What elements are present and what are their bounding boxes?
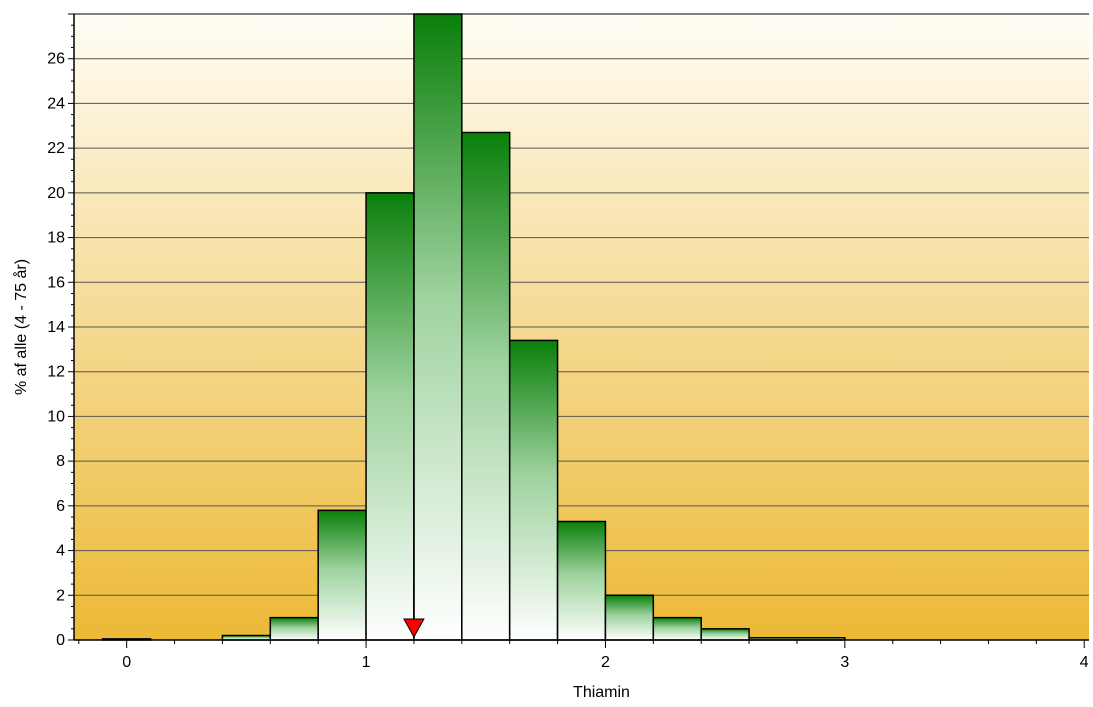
y-tick-label: 22 [47,140,65,157]
x-tick-label: 2 [601,654,610,671]
x-tick-label: 0 [122,654,131,671]
y-tick-label: 12 [47,364,65,381]
y-tick-label: 2 [56,587,65,604]
histogram-bar [365,192,415,641]
y-tick-label: 26 [47,51,65,68]
histogram-bar [461,131,511,641]
histogram-bar [317,509,367,641]
y-tick-label: 16 [47,274,65,291]
y-tick-label: 18 [47,230,65,247]
y-tick-label: 20 [47,185,65,202]
x-tick-label: 1 [362,654,371,671]
y-tick-label: 14 [47,319,65,336]
x-axis-title: Thiamin [573,684,630,701]
histogram-bar [269,616,319,641]
histogram-bar [652,616,702,641]
histogram-bar [413,13,463,641]
y-tick-label: 6 [56,498,65,515]
axes [68,13,1089,648]
mean-marker-triangle [403,618,425,639]
y-tick-label: 0 [56,632,65,649]
marker-layer [403,192,425,639]
histogram-bar [700,628,750,641]
y-tick-label: 10 [47,408,65,425]
histogram-bar [556,520,607,641]
histogram-bar [508,339,559,641]
y-tick-label: 24 [47,95,65,112]
bars [101,13,846,641]
x-tick-label: 3 [840,654,849,671]
y-axis-title: % af alle (4 - 75 år) [12,259,30,395]
y-tick-label: 8 [56,453,65,470]
x-tick-label: 4 [1080,654,1089,671]
histogram-bar [604,594,655,641]
y-tick-label: 4 [56,543,65,560]
